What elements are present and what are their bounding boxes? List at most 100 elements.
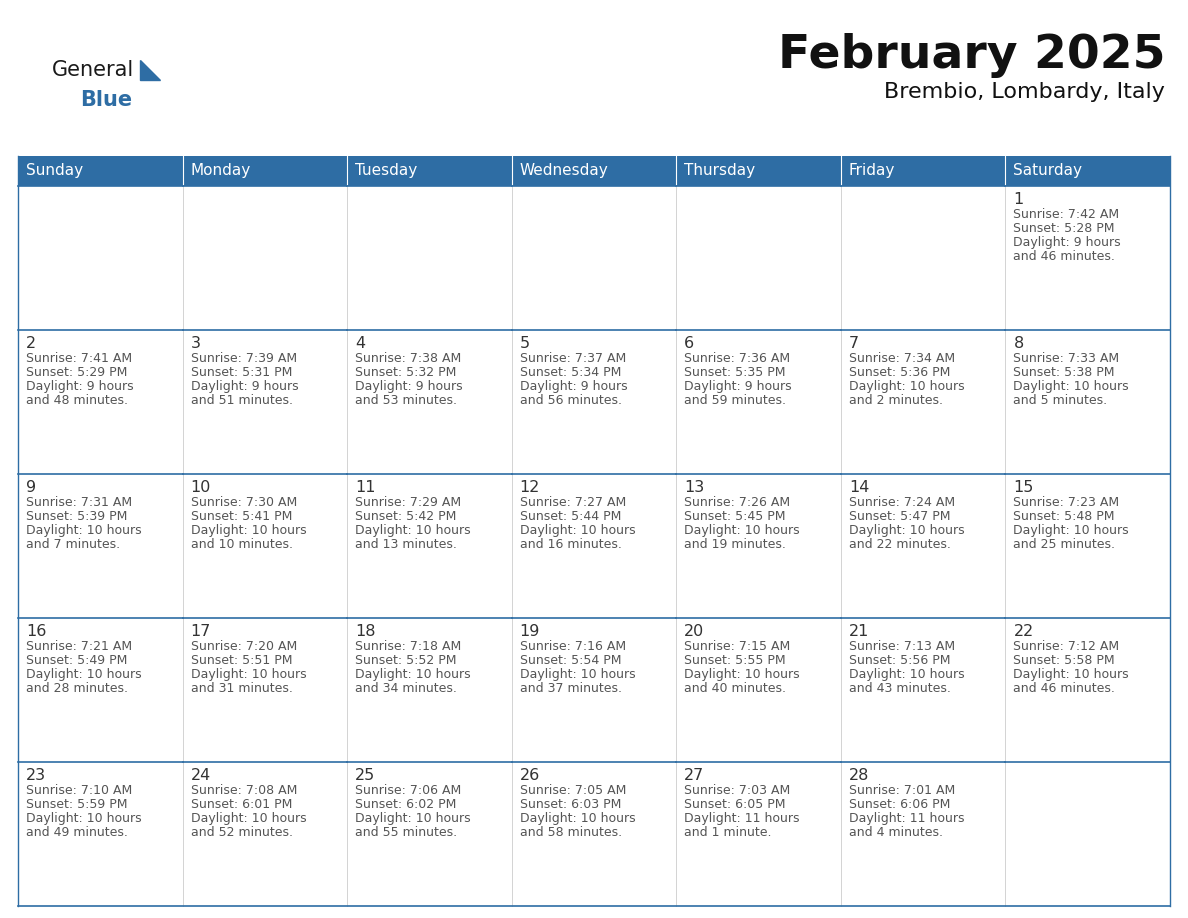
Text: Daylight: 10 hours: Daylight: 10 hours — [849, 524, 965, 537]
Text: Sunrise: 7:05 AM: Sunrise: 7:05 AM — [519, 784, 626, 797]
Text: Daylight: 11 hours: Daylight: 11 hours — [849, 812, 965, 825]
Text: Daylight: 10 hours: Daylight: 10 hours — [190, 812, 307, 825]
Bar — [183, 474, 347, 618]
Text: Sunset: 5:51 PM: Sunset: 5:51 PM — [190, 654, 292, 667]
Polygon shape — [140, 60, 160, 80]
Bar — [1005, 618, 1170, 762]
Text: 20: 20 — [684, 624, 704, 639]
Text: and 2 minutes.: and 2 minutes. — [849, 394, 943, 407]
Text: Daylight: 10 hours: Daylight: 10 hours — [684, 668, 800, 681]
Bar — [512, 618, 676, 762]
Text: Sunrise: 7:18 AM: Sunrise: 7:18 AM — [355, 640, 461, 653]
Text: Daylight: 10 hours: Daylight: 10 hours — [26, 524, 141, 537]
Text: Daylight: 9 hours: Daylight: 9 hours — [1013, 236, 1121, 249]
Bar — [841, 330, 1005, 474]
Text: Daylight: 10 hours: Daylight: 10 hours — [1013, 668, 1129, 681]
Bar — [676, 330, 841, 474]
Text: and 56 minutes.: and 56 minutes. — [519, 394, 621, 407]
Text: Sunrise: 7:34 AM: Sunrise: 7:34 AM — [849, 352, 955, 365]
Text: 21: 21 — [849, 624, 870, 639]
Text: 28: 28 — [849, 768, 870, 783]
Bar — [512, 186, 676, 330]
Text: Sunset: 5:55 PM: Sunset: 5:55 PM — [684, 654, 786, 667]
Text: and 7 minutes.: and 7 minutes. — [26, 538, 120, 551]
Text: and 19 minutes.: and 19 minutes. — [684, 538, 786, 551]
Text: 4: 4 — [355, 336, 365, 351]
Bar — [347, 618, 512, 762]
Text: Daylight: 11 hours: Daylight: 11 hours — [684, 812, 800, 825]
Text: 2: 2 — [26, 336, 36, 351]
Text: 7: 7 — [849, 336, 859, 351]
Text: 14: 14 — [849, 480, 870, 495]
Text: and 28 minutes.: and 28 minutes. — [26, 682, 128, 695]
Text: Daylight: 10 hours: Daylight: 10 hours — [355, 524, 470, 537]
Text: Sunset: 5:42 PM: Sunset: 5:42 PM — [355, 510, 456, 523]
Text: and 22 minutes.: and 22 minutes. — [849, 538, 950, 551]
Text: and 1 minute.: and 1 minute. — [684, 826, 772, 839]
Text: and 40 minutes.: and 40 minutes. — [684, 682, 786, 695]
Text: and 53 minutes.: and 53 minutes. — [355, 394, 457, 407]
Bar — [183, 762, 347, 906]
Text: Sunset: 5:45 PM: Sunset: 5:45 PM — [684, 510, 785, 523]
Text: Sunrise: 7:12 AM: Sunrise: 7:12 AM — [1013, 640, 1119, 653]
Text: Tuesday: Tuesday — [355, 163, 417, 178]
Text: Monday: Monday — [190, 163, 251, 178]
Bar — [183, 330, 347, 474]
Text: Sunrise: 7:36 AM: Sunrise: 7:36 AM — [684, 352, 790, 365]
Text: Sunrise: 7:24 AM: Sunrise: 7:24 AM — [849, 496, 955, 509]
Text: Sunset: 5:36 PM: Sunset: 5:36 PM — [849, 366, 950, 379]
Text: Thursday: Thursday — [684, 163, 756, 178]
Text: Sunset: 5:35 PM: Sunset: 5:35 PM — [684, 366, 785, 379]
Bar — [183, 618, 347, 762]
Text: 15: 15 — [1013, 480, 1034, 495]
Bar — [347, 186, 512, 330]
Text: General: General — [52, 60, 134, 80]
Bar — [183, 186, 347, 330]
Text: 8: 8 — [1013, 336, 1024, 351]
Text: Sunrise: 7:42 AM: Sunrise: 7:42 AM — [1013, 208, 1119, 221]
Text: Sunset: 5:34 PM: Sunset: 5:34 PM — [519, 366, 621, 379]
Bar — [347, 762, 512, 906]
Text: Daylight: 10 hours: Daylight: 10 hours — [355, 812, 470, 825]
Text: Daylight: 10 hours: Daylight: 10 hours — [190, 524, 307, 537]
Text: Sunrise: 7:39 AM: Sunrise: 7:39 AM — [190, 352, 297, 365]
Bar — [1005, 762, 1170, 906]
Text: Sunset: 6:01 PM: Sunset: 6:01 PM — [190, 798, 292, 811]
Text: Daylight: 10 hours: Daylight: 10 hours — [1013, 380, 1129, 393]
Text: Sunrise: 7:27 AM: Sunrise: 7:27 AM — [519, 496, 626, 509]
Bar — [18, 330, 183, 474]
Text: Daylight: 9 hours: Daylight: 9 hours — [190, 380, 298, 393]
Text: Sunrise: 7:33 AM: Sunrise: 7:33 AM — [1013, 352, 1119, 365]
Bar — [676, 762, 841, 906]
Text: 13: 13 — [684, 480, 704, 495]
Text: and 34 minutes.: and 34 minutes. — [355, 682, 457, 695]
Text: Daylight: 10 hours: Daylight: 10 hours — [190, 668, 307, 681]
Text: Brembio, Lombardy, Italy: Brembio, Lombardy, Italy — [884, 82, 1165, 102]
Text: Daylight: 10 hours: Daylight: 10 hours — [355, 668, 470, 681]
Text: 1: 1 — [1013, 192, 1024, 207]
Text: and 51 minutes.: and 51 minutes. — [190, 394, 292, 407]
Text: 12: 12 — [519, 480, 541, 495]
Text: Sunset: 5:56 PM: Sunset: 5:56 PM — [849, 654, 950, 667]
Text: 11: 11 — [355, 480, 375, 495]
Text: Sunrise: 7:01 AM: Sunrise: 7:01 AM — [849, 784, 955, 797]
Text: and 25 minutes.: and 25 minutes. — [1013, 538, 1116, 551]
Bar — [676, 618, 841, 762]
Bar — [1005, 156, 1170, 186]
Bar — [512, 330, 676, 474]
Text: 3: 3 — [190, 336, 201, 351]
Text: and 10 minutes.: and 10 minutes. — [190, 538, 292, 551]
Text: 5: 5 — [519, 336, 530, 351]
Bar — [18, 618, 183, 762]
Text: Sunday: Sunday — [26, 163, 83, 178]
Bar — [512, 762, 676, 906]
Text: 27: 27 — [684, 768, 704, 783]
Bar — [841, 618, 1005, 762]
Text: Sunset: 5:54 PM: Sunset: 5:54 PM — [519, 654, 621, 667]
Text: Sunrise: 7:20 AM: Sunrise: 7:20 AM — [190, 640, 297, 653]
Text: 24: 24 — [190, 768, 210, 783]
Text: Sunrise: 7:31 AM: Sunrise: 7:31 AM — [26, 496, 132, 509]
Text: and 5 minutes.: and 5 minutes. — [1013, 394, 1107, 407]
Text: Sunset: 5:48 PM: Sunset: 5:48 PM — [1013, 510, 1114, 523]
Text: Wednesday: Wednesday — [519, 163, 608, 178]
